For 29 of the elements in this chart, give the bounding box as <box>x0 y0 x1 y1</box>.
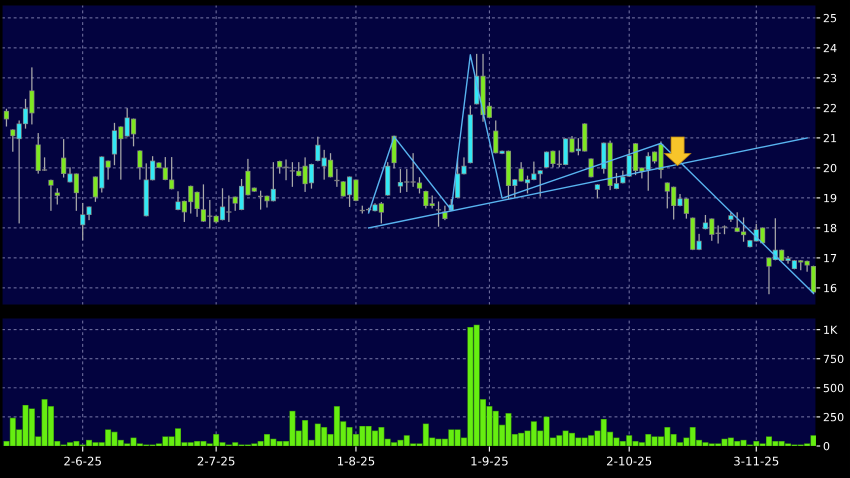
y-tick-label: 750 <box>824 354 844 364</box>
candlestick <box>48 180 54 211</box>
x-tick-label: 1-8-25 <box>338 456 374 466</box>
x-tick-label: 2-6-25 <box>64 456 101 466</box>
y-tick-label: 500 <box>824 384 844 392</box>
y-tick-label: 19 <box>824 194 836 202</box>
y-tick-label: 23 <box>824 74 836 82</box>
candlestick <box>54 188 60 205</box>
candlestick <box>137 150 142 180</box>
candlestick <box>416 177 422 194</box>
x-tick-label: 2-7-25 <box>198 456 234 466</box>
line-series <box>368 54 814 294</box>
y-tick-label: 16 <box>824 284 836 292</box>
y-tick-label: 22 <box>824 104 836 112</box>
candlestick <box>620 170 626 184</box>
y-tick-label: 1K <box>824 326 838 334</box>
x-tick-label: 3-11-25 <box>734 456 778 466</box>
y-tick-label: 20 <box>824 164 836 172</box>
y-tick-label: 21 <box>824 134 836 142</box>
y-tick-label: 25 <box>824 14 836 22</box>
y-tick-label: 0 <box>824 442 830 450</box>
x-tick-label: 2-10-25 <box>607 456 652 466</box>
y-tick-label: 250 <box>824 412 844 422</box>
y-tick-label: 24 <box>824 44 836 52</box>
y-tick-label: 18 <box>824 224 836 232</box>
x-tick-label: 1-9-25 <box>471 456 508 466</box>
y-tick-label: 17 <box>824 254 836 262</box>
candlestick <box>4 108 10 127</box>
candlestick <box>594 184 600 199</box>
